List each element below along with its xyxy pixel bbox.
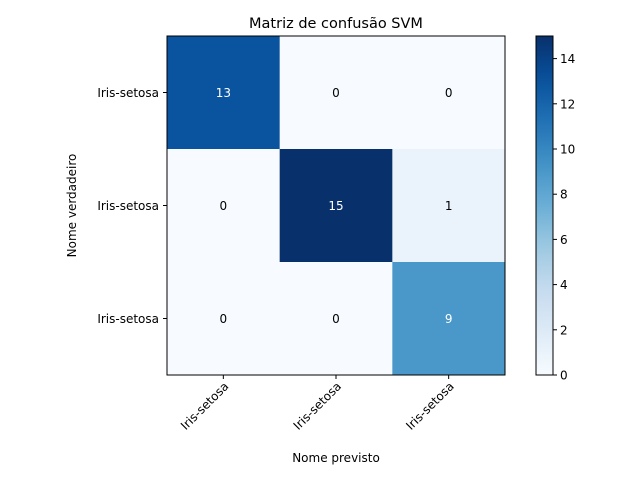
cell-value-label: 15 <box>328 199 343 213</box>
cell-value-label: 1 <box>445 199 453 213</box>
heatmap-cell <box>392 36 506 150</box>
chart-title: Matriz de confusão SVM <box>249 16 423 32</box>
y-axis-label: Nome verdadeiro <box>65 154 79 258</box>
colorbar-tick-label: 10 <box>560 143 575 157</box>
heatmap-cell <box>392 149 506 263</box>
heatmap-cell <box>167 149 281 263</box>
colorbar-tick-label: 12 <box>560 97 575 111</box>
heatmap-cell <box>279 262 393 376</box>
heatmap-cell <box>167 262 281 376</box>
colorbar-tick-label: 14 <box>560 52 575 66</box>
cell-value-label: 0 <box>220 312 228 326</box>
cell-value-label: 9 <box>445 312 453 326</box>
y-axis-ticks: Iris-setosa Iris-setosa Iris-setosa <box>97 86 167 326</box>
colorbar-tick-label: 4 <box>560 278 568 292</box>
cell-value-label: 13 <box>216 86 231 100</box>
y-tick-label: Iris-setosa <box>97 199 159 213</box>
x-axis-label: Nome previsto <box>292 451 380 465</box>
cell-value-label: 0 <box>332 312 340 326</box>
heatmap-cell <box>279 36 393 150</box>
cell-value-label: 0 <box>445 86 453 100</box>
colorbar-tick-label: 6 <box>560 233 568 247</box>
y-tick-label: Iris-setosa <box>97 312 159 326</box>
cell-value-label: 0 <box>220 199 228 213</box>
y-tick-label: Iris-setosa <box>97 86 159 100</box>
colorbar-tick-label: 2 <box>560 323 568 337</box>
colorbar <box>535 35 554 376</box>
colorbar-ticks: 0 2 4 6 8 10 12 14 <box>553 52 575 383</box>
heatmap-cell <box>392 262 506 376</box>
colorbar-tick-label: 8 <box>560 188 568 202</box>
heatmap-cell <box>279 149 393 263</box>
colorbar-tick-label: 0 <box>560 369 568 383</box>
heatmap-cells: 13 0 0 0 15 1 0 0 9 <box>167 36 506 376</box>
heatmap-cell <box>167 36 281 150</box>
cell-value-label: 0 <box>332 86 340 100</box>
